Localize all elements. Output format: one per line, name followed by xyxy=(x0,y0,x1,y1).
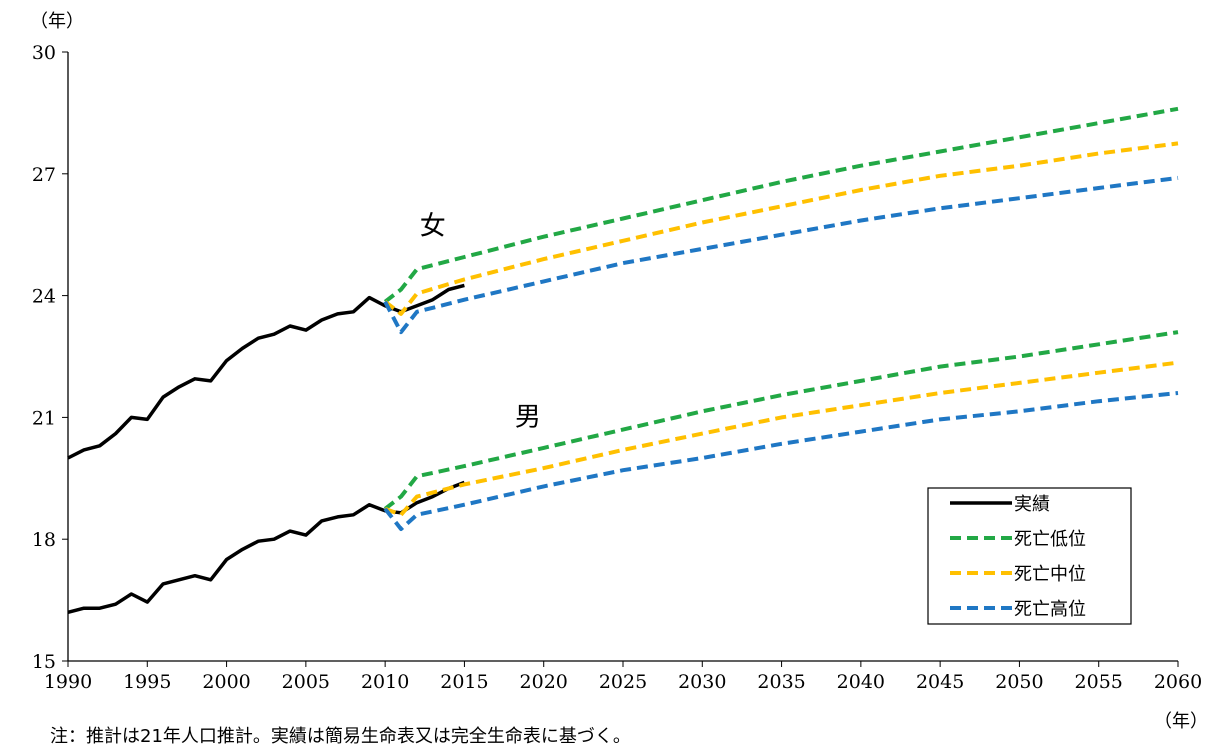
x-tick-label: 2020 xyxy=(520,671,568,693)
x-tick-label: 1990 xyxy=(44,671,92,693)
y-tick-label: 15 xyxy=(32,651,56,673)
y-tick-label: 18 xyxy=(32,529,56,551)
x-tick-label: 2025 xyxy=(599,671,647,693)
x-unit-label: （年） xyxy=(1154,711,1208,732)
x-tick-label: 2000 xyxy=(202,671,250,693)
y-tick-label: 30 xyxy=(32,42,56,64)
series-line xyxy=(383,141,1179,316)
series-line xyxy=(67,283,465,460)
x-tick-label: 2015 xyxy=(440,671,488,693)
x-tick-label: 2055 xyxy=(1075,671,1123,693)
legend-label: 死亡中位 xyxy=(1014,564,1086,585)
annotation-layer: 女男 xyxy=(420,212,541,433)
series-line xyxy=(383,330,1179,511)
x-tick-label: 2035 xyxy=(757,671,805,693)
x-tick-label: 2040 xyxy=(837,671,885,693)
x-tick-label: 2060 xyxy=(1154,671,1202,693)
legend-label: 死亡高位 xyxy=(1014,599,1086,620)
legend-box xyxy=(927,487,1132,625)
x-tick-label: 2010 xyxy=(361,671,409,693)
x-tick-label: 1995 xyxy=(123,671,171,693)
footnote: 注：推計は21年人口推計。実績は簡易生命表又は完全生命表に基づく。 xyxy=(50,726,631,747)
y-tick-label: 21 xyxy=(32,407,56,429)
series-line xyxy=(383,106,1179,304)
y-tick-label: 27 xyxy=(32,164,56,186)
x-tick-label: 2005 xyxy=(282,671,330,693)
legend-label: 死亡低位 xyxy=(1014,529,1086,550)
series-line xyxy=(384,360,1179,517)
y-tick-label: 24 xyxy=(32,286,56,308)
x-tick-label: 2045 xyxy=(916,671,964,693)
series-annotation: 女 xyxy=(420,212,446,242)
series-layer xyxy=(67,106,1179,614)
series-line xyxy=(383,175,1179,335)
axes: 15 18 21 24 27 30 1990 1995 2000 2005 2010 2015 2020… xyxy=(32,42,1202,693)
x-tick-label: 2030 xyxy=(678,671,726,693)
series-annotation: 男 xyxy=(515,403,541,433)
x-tick-label: 2050 xyxy=(995,671,1043,693)
legend-label: 実績 xyxy=(1014,494,1050,515)
y-unit-label: （年） xyxy=(30,11,84,32)
series-line xyxy=(67,480,466,614)
